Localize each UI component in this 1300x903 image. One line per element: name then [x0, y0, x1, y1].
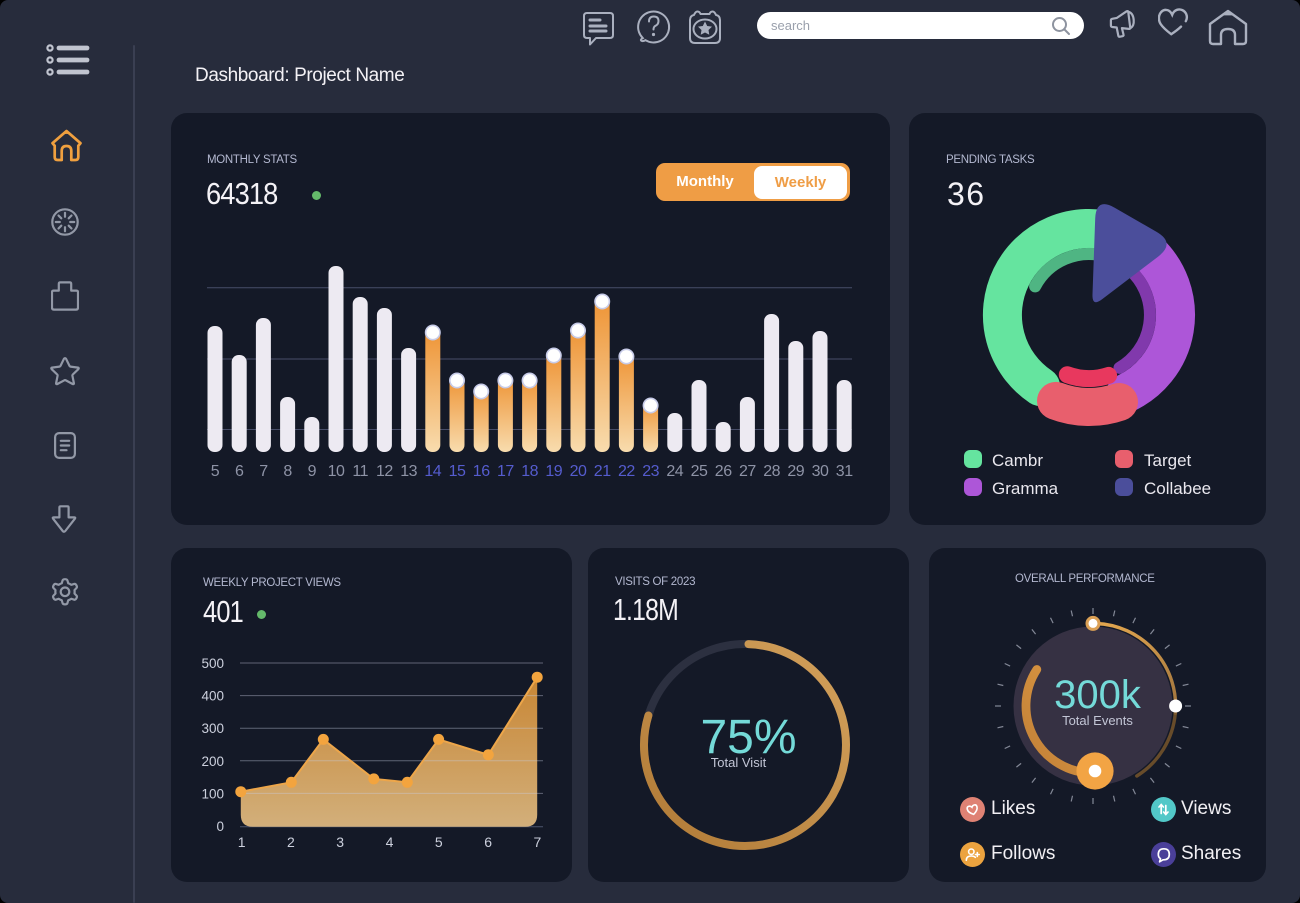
svg-text:15: 15 [449, 463, 466, 480]
svg-text:20: 20 [570, 463, 587, 480]
svg-text:30: 30 [812, 463, 829, 480]
svg-text:5: 5 [211, 463, 220, 480]
svg-text:11: 11 [352, 463, 368, 480]
svg-text:25: 25 [691, 463, 708, 480]
svg-text:400: 400 [201, 689, 224, 704]
svg-text:8: 8 [283, 463, 292, 480]
svg-text:6: 6 [235, 463, 244, 480]
svg-text:10: 10 [328, 463, 345, 480]
svg-text:100: 100 [201, 786, 224, 801]
svg-text:9: 9 [308, 463, 317, 480]
svg-text:3: 3 [336, 834, 344, 850]
svg-text:16: 16 [473, 463, 490, 480]
svg-text:28: 28 [763, 463, 780, 480]
svg-text:19: 19 [545, 463, 562, 480]
svg-text:27: 27 [739, 463, 756, 480]
svg-text:26: 26 [715, 463, 732, 480]
svg-text:2: 2 [287, 834, 295, 850]
svg-text:17: 17 [497, 463, 514, 480]
svg-text:21: 21 [594, 463, 611, 480]
svg-text:200: 200 [201, 754, 224, 769]
svg-text:7: 7 [534, 834, 542, 850]
svg-text:0: 0 [216, 819, 224, 834]
svg-text:13: 13 [400, 463, 417, 480]
svg-text:31: 31 [836, 463, 853, 480]
svg-text:18: 18 [521, 463, 538, 480]
svg-text:5: 5 [435, 834, 443, 850]
svg-text:24: 24 [666, 463, 683, 480]
svg-text:500: 500 [201, 656, 224, 671]
svg-text:23: 23 [642, 463, 659, 480]
svg-text:22: 22 [618, 463, 635, 480]
svg-text:4: 4 [386, 834, 394, 850]
svg-text:7: 7 [259, 463, 268, 480]
svg-text:1: 1 [238, 834, 246, 850]
svg-text:29: 29 [787, 463, 804, 480]
svg-text:300: 300 [201, 721, 224, 736]
svg-text:6: 6 [484, 834, 492, 850]
svg-text:12: 12 [376, 463, 393, 480]
svg-text:14: 14 [424, 463, 441, 480]
